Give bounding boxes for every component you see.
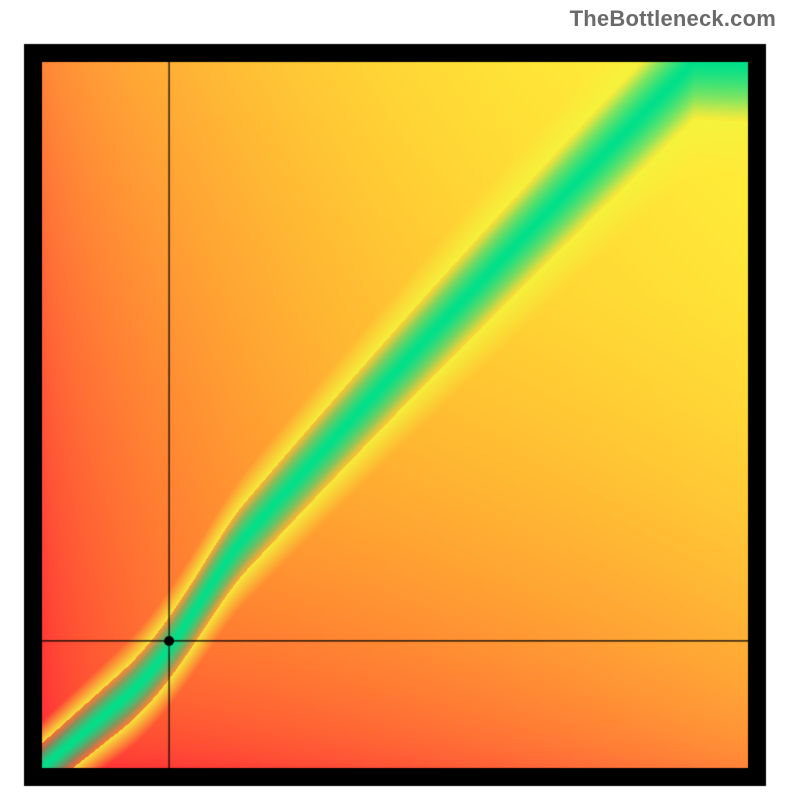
chart-container: TheBottleneck.com [0,0,800,800]
watermark-text: TheBottleneck.com [570,6,776,32]
bottleneck-heatmap [0,0,800,800]
